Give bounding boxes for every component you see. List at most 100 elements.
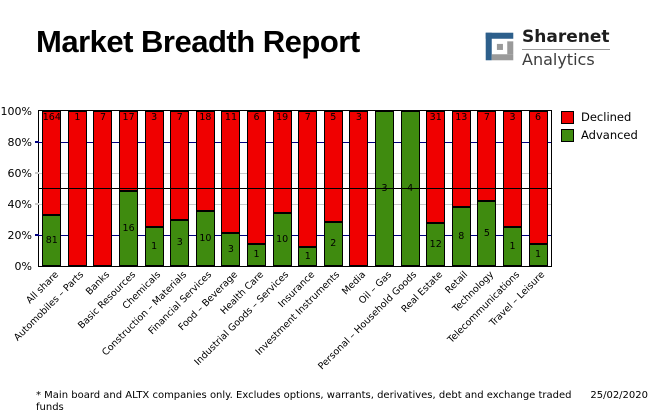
advanced-segment: 3 xyxy=(170,219,190,266)
stacked-bar: 17 16 xyxy=(119,111,139,266)
sharenet-logo: Sharenet Analytics xyxy=(484,29,610,68)
bar-slot: 11 3 xyxy=(218,111,244,266)
advanced-segment: 8 xyxy=(451,206,471,266)
advanced-segment: 1 xyxy=(298,246,318,266)
declined-segment: 11 xyxy=(221,111,241,233)
advanced-segment: 1 xyxy=(502,227,522,266)
y-axis-label-20: 20% xyxy=(7,229,32,242)
declined-color-swatch xyxy=(561,111,574,124)
declined-segment: 13 xyxy=(451,111,471,207)
advanced-segment: 10 xyxy=(272,212,292,266)
y-axis-label-80: 80% xyxy=(7,136,32,149)
declined-value-label: 3 xyxy=(509,112,516,123)
declined-value-label: 7 xyxy=(99,112,106,123)
declined-segment: 6 xyxy=(247,111,267,244)
stacked-bar: 18 10 xyxy=(195,111,215,266)
declined-value-label: 6 xyxy=(535,112,542,123)
y-axis-label-60: 60% xyxy=(7,167,32,180)
declined-segment: 3 xyxy=(144,111,164,228)
chart-plot-area: 1648117171631731810113611910715233431121… xyxy=(1,106,552,272)
chart-legend: Declined Advanced xyxy=(561,111,638,142)
declined-segment: 7 xyxy=(298,111,318,247)
declined-segment: 164 xyxy=(42,111,62,215)
declined-value-label: 3 xyxy=(355,112,362,123)
advanced-value-label: 2 xyxy=(330,238,337,250)
gridline-60 xyxy=(39,172,551,174)
advanced-value-label: 1 xyxy=(535,249,542,261)
advanced-segment: 1 xyxy=(144,227,164,266)
declined-segment: 19 xyxy=(272,111,292,213)
fifty-percent-reference-line xyxy=(39,188,551,189)
y-tick-mark-40 xyxy=(35,203,39,205)
declined-segment: 31 xyxy=(426,111,446,223)
chart-footnote: * Main board and ALTX companies only. Ex… xyxy=(36,390,648,414)
bar-slot: 31 12 xyxy=(423,111,449,266)
advanced-value-label: 3 xyxy=(227,243,234,255)
logo-text-analytics: Analytics xyxy=(522,50,595,69)
advanced-value-label: 10 xyxy=(276,233,289,245)
gridline-20 xyxy=(39,234,551,236)
declined-value-label: 3 xyxy=(151,112,158,123)
sharenet-square-spiral-icon xyxy=(484,31,515,66)
advanced-segment: 2 xyxy=(323,221,343,266)
stacked-bar: 11 3 xyxy=(221,111,241,266)
advanced-value-label: 16 xyxy=(122,222,135,234)
declined-segment: 18 xyxy=(195,111,215,211)
advanced-value-label: 10 xyxy=(199,232,212,244)
y-axis-label-100: 100% xyxy=(0,105,32,118)
declined-value-label: 17 xyxy=(122,112,135,123)
declined-value-label: 164 xyxy=(42,112,61,123)
advanced-value-label: 1 xyxy=(509,241,516,253)
advanced-segment: 16 xyxy=(119,190,139,266)
advanced-value-label: 3 xyxy=(176,237,183,249)
legend-label-advanced: Advanced xyxy=(581,128,638,142)
stacked-bar: 13 8 xyxy=(451,111,471,266)
advanced-segment: 5 xyxy=(477,201,497,266)
stacked-bar: 19 10 xyxy=(272,111,292,266)
advanced-value-label: 1 xyxy=(304,250,311,262)
declined-value-label: 5 xyxy=(330,112,337,123)
advanced-segment: 3 xyxy=(221,232,241,266)
legend-item-advanced: Advanced xyxy=(561,129,638,142)
declined-segment: 7 xyxy=(170,111,190,220)
advanced-value-label: 1 xyxy=(253,249,260,261)
logo-text-sharenet: Sharenet xyxy=(522,29,610,50)
advanced-segment: 1 xyxy=(247,243,267,266)
declined-value-label: 7 xyxy=(483,112,490,123)
gridline-40 xyxy=(39,203,551,205)
report-date: 25/02/2020 xyxy=(590,390,648,401)
declined-segment: 3 xyxy=(502,111,522,228)
declined-segment: 5 xyxy=(323,111,343,222)
declined-value-label: 7 xyxy=(304,112,311,123)
advanced-value-label: 12 xyxy=(429,238,442,250)
declined-value-label: 13 xyxy=(455,112,468,123)
declined-value-label: 1 xyxy=(74,112,81,123)
legend-label-declined: Declined xyxy=(581,110,632,124)
footnote-text: * Main board and ALTX companies only. Ex… xyxy=(36,390,572,413)
declined-segment: 7 xyxy=(477,111,497,202)
advanced-segment: 12 xyxy=(426,222,446,266)
declined-value-label: 31 xyxy=(429,112,442,123)
advanced-color-swatch xyxy=(561,129,574,142)
declined-value-label: 19 xyxy=(276,112,289,123)
advanced-value-label: 5 xyxy=(483,228,490,240)
y-tick-mark-60 xyxy=(35,172,39,174)
declined-segment: 6 xyxy=(528,111,548,244)
gridline-80 xyxy=(39,141,551,143)
advanced-segment: 1 xyxy=(528,243,548,266)
declined-value-label: 11 xyxy=(224,112,237,123)
bar-slot: 18 10 xyxy=(193,111,219,266)
advanced-segment: 10 xyxy=(195,210,215,266)
advanced-value-label: 8 xyxy=(458,230,465,242)
